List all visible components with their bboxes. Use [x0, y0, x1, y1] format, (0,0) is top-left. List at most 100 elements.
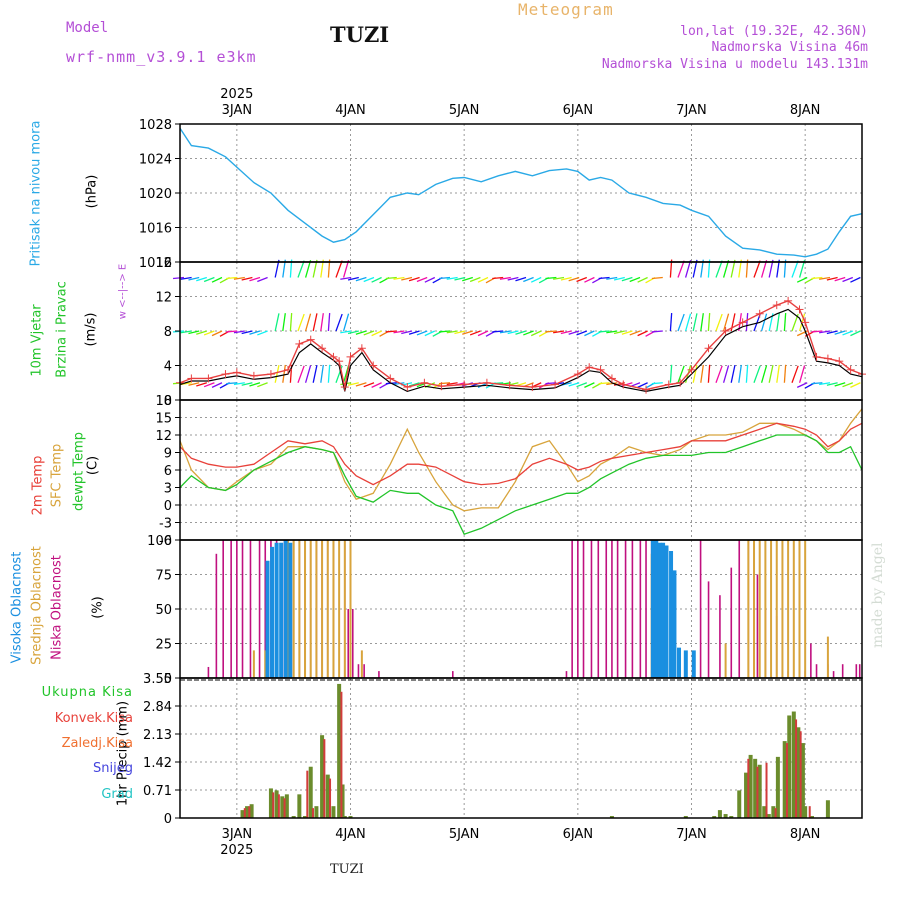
total-precip-bar [796, 727, 801, 818]
total-precip-bar [249, 804, 254, 818]
wind-arrow [783, 364, 787, 383]
wind-arrow [347, 276, 359, 281]
wind-arrow [545, 330, 557, 333]
y-tick-label: 3.55 [143, 672, 172, 687]
total-precip-bar [717, 810, 722, 818]
conv-precip-bar [747, 758, 750, 818]
total-precip-bar [331, 806, 336, 818]
wind-arrow [340, 276, 352, 280]
total-precip-bar [274, 790, 279, 818]
legend-snow: Snijeg [93, 761, 133, 776]
wind-arrow [621, 276, 633, 282]
total-precip-bar [303, 816, 308, 818]
wind-arrow [613, 330, 625, 335]
wind-arrow [492, 276, 504, 280]
total-precip-bar [762, 806, 767, 818]
wind-arrow [700, 313, 704, 332]
wind-arrow [416, 276, 428, 283]
conv-precip-bar [306, 770, 309, 818]
wind-arrow [753, 365, 761, 383]
wind-arrow [249, 330, 261, 335]
wind-gust-line [179, 308, 863, 393]
wind-arrow [576, 382, 588, 388]
conv-precip-bar [774, 808, 777, 818]
bottom-year-label: 2025 [220, 843, 253, 858]
wind-arrow [760, 365, 768, 383]
temp-unit: (C) [85, 455, 101, 476]
total-precip-bar [683, 816, 688, 818]
bottom-day-label: 5JAN [449, 827, 480, 842]
y-tick-label: -6 [159, 534, 172, 549]
wind-arrow [584, 330, 595, 337]
y-tick-label: 15 [155, 412, 172, 427]
coords-text: lon,lat (19.32E, 42.36N) [680, 24, 868, 39]
wind-arrow [606, 382, 618, 386]
wind-arrow [606, 276, 618, 280]
y-tick-label: 0 [164, 812, 172, 827]
wind-arrow [446, 330, 458, 334]
y-tick-label: 6 [164, 464, 172, 479]
wind-arrow [700, 364, 704, 383]
wind-arrow [738, 364, 742, 383]
wind-arrow [651, 382, 663, 385]
wind-arrow [637, 276, 648, 283]
wind-arrow [401, 330, 413, 335]
wind-arrow [196, 330, 207, 335]
wind-arrow [707, 312, 711, 332]
wind-arrow [462, 330, 473, 335]
wind-compass: w <--|--> E [117, 263, 129, 320]
wind-arrow [760, 313, 768, 332]
wind-arrow [274, 259, 280, 278]
wind-arrow [297, 365, 305, 383]
wind-arrow [408, 330, 420, 335]
wind-arrow [598, 276, 610, 280]
total-precip-bar [284, 794, 289, 818]
credit-text: made by Angel [870, 542, 886, 649]
total-precip-bar [291, 816, 296, 818]
wind-arrow [180, 276, 192, 280]
bottom-day-label: 4JAN [335, 827, 366, 842]
wind-arrow [241, 330, 253, 335]
wind-arrow [340, 330, 352, 334]
total-precip-bar [280, 796, 285, 818]
wind-arrow [677, 260, 685, 278]
model-elevation-text: Nadmorska Visina u modelu 143.131m [601, 57, 868, 72]
product-title: Meteogram [518, 0, 614, 19]
total-precip-bar [342, 816, 347, 818]
wind-arrow [850, 330, 861, 337]
y-tick-label: 2.84 [143, 700, 172, 715]
wind-arrow [477, 276, 489, 283]
wind-arrow [730, 259, 736, 278]
conv-precip-bar [272, 792, 275, 818]
conv-precip-bar [277, 794, 280, 818]
wind-arrow [760, 260, 768, 278]
wind-speed-line [179, 300, 863, 391]
wind-arrow [462, 276, 473, 282]
y-tick-label: 12 [155, 291, 172, 306]
axis-layer: 1012 1016 1020 1024 1028 0 4 8 12 16 -6 -3 0 3 6 9 12 15 1… [139, 87, 863, 858]
wind-arrow [515, 330, 527, 335]
wind-arrow [454, 276, 466, 281]
wind-arrow [613, 276, 625, 281]
conv-precip-bar [799, 731, 802, 818]
total-precip-bar [245, 806, 250, 818]
wind-arrow [401, 276, 413, 281]
wind-arrow [282, 364, 286, 383]
conv-precip-bar [323, 739, 326, 818]
y-tick-label: 0 [164, 672, 172, 687]
y-tick-label: 1024 [139, 153, 172, 168]
top-day-label: 7JAN [676, 103, 707, 118]
wind-arrow [226, 276, 238, 280]
total-precip-bar [809, 816, 814, 818]
wind-arrow [304, 313, 312, 332]
wind-arrow [249, 382, 261, 387]
wind-arrow [342, 313, 350, 332]
total-precip-bar [325, 774, 330, 818]
wind-arrow [320, 364, 324, 383]
wind-arrow [669, 312, 673, 332]
wind-arrow [454, 330, 466, 335]
wind-arrow [560, 276, 572, 281]
wind-arrow [312, 313, 318, 332]
total-precip-bar [757, 764, 762, 818]
y-tick-label: 9 [164, 447, 172, 462]
